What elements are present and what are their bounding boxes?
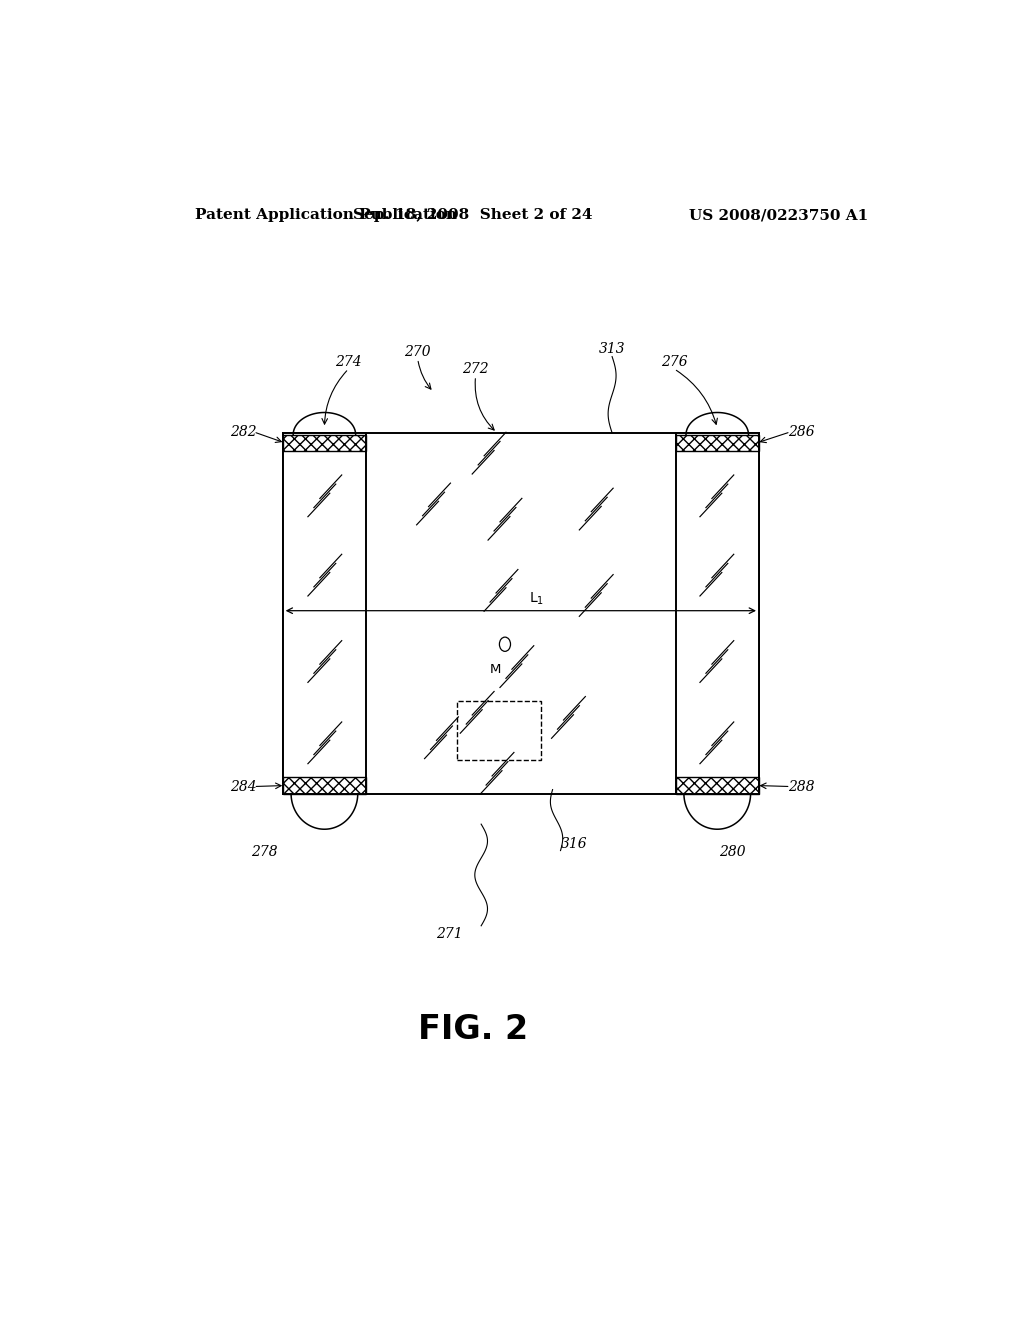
Bar [283,433,759,793]
Bar [676,777,759,793]
Text: FIG. 2: FIG. 2 [418,1012,528,1045]
Text: 316: 316 [561,837,588,851]
Text: 276: 276 [660,355,687,368]
Text: L$_1$: L$_1$ [528,590,544,607]
Text: 274: 274 [335,355,361,368]
Bar [676,434,759,451]
Bar [458,701,541,760]
Bar [283,777,367,793]
Text: 288: 288 [787,780,814,793]
Bar [283,434,367,451]
Text: 278: 278 [251,845,278,858]
Text: 313: 313 [599,342,626,356]
Text: 270: 270 [404,345,431,359]
Bar [283,433,367,793]
Text: M: M [489,663,501,676]
Text: 280: 280 [720,845,746,858]
Text: US 2008/0223750 A1: US 2008/0223750 A1 [689,209,868,222]
Bar [676,433,759,793]
Text: 284: 284 [229,780,256,793]
Text: 286: 286 [787,425,814,438]
Text: 272: 272 [462,362,488,376]
Text: 282: 282 [229,425,256,438]
Text: Patent Application Publication: Patent Application Publication [196,209,458,222]
Text: Sep. 18, 2008  Sheet 2 of 24: Sep. 18, 2008 Sheet 2 of 24 [353,209,593,222]
Text: 271: 271 [436,927,463,941]
